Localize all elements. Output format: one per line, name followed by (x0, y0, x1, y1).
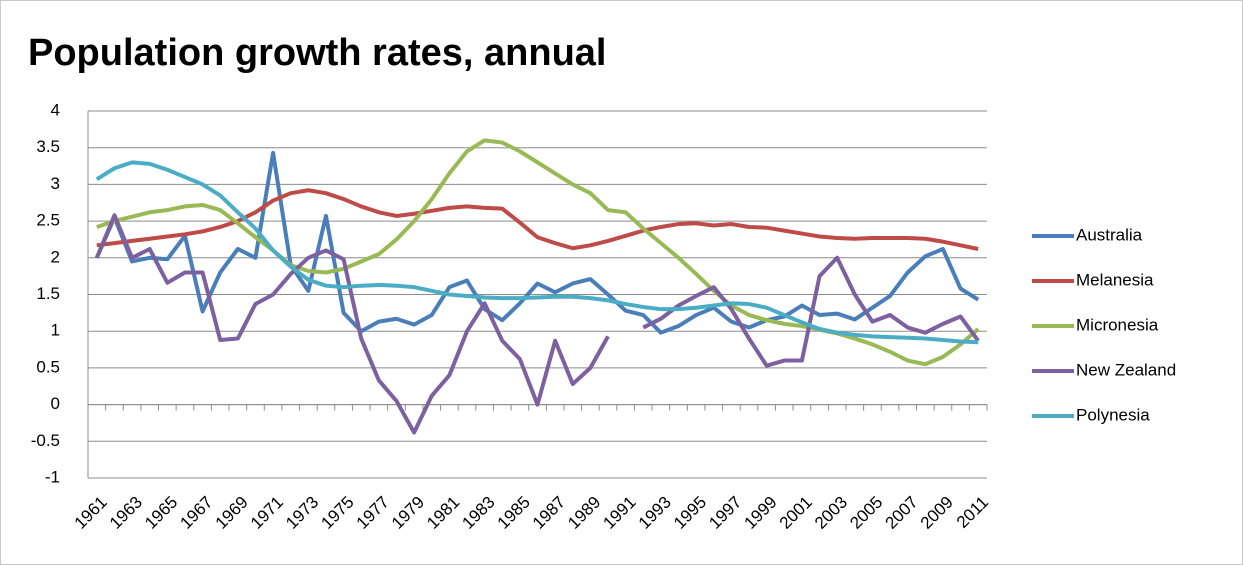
y-tick-label: 1 (51, 321, 60, 340)
y-tick-label: 4 (51, 100, 60, 119)
y-tick-label: 1.5 (36, 284, 60, 303)
y-tick-label: -0.5 (31, 431, 60, 450)
y-tick-label: -1 (45, 467, 60, 486)
y-tick-label: 3.5 (36, 137, 60, 156)
legend-label: Australia (1076, 225, 1143, 244)
y-tick-label: 0.5 (36, 357, 60, 376)
series-line (95, 160, 979, 345)
y-tick-label: 2.5 (36, 211, 60, 230)
y-tick-label: 2 (51, 247, 60, 266)
legend-label: Melanesia (1076, 270, 1154, 289)
chart-title: Population growth rates, annual (28, 32, 606, 74)
y-tick-label: 3 (51, 174, 60, 193)
legend-label: Polynesia (1076, 405, 1150, 424)
legend-label: Micronesia (1076, 315, 1159, 334)
series-line (94, 150, 980, 335)
series-line (94, 213, 980, 435)
y-tick-label: 0 (51, 394, 60, 413)
legend-label: New Zealand (1076, 360, 1176, 379)
